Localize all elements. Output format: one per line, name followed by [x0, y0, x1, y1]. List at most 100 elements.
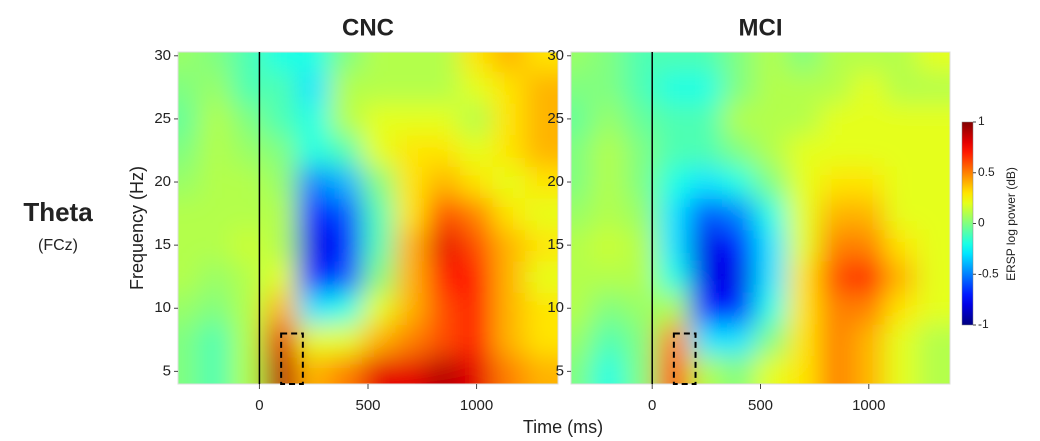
heatmap-cell [178, 291, 201, 325]
heatmap-cell [787, 71, 821, 104]
heatmap-cell [852, 355, 886, 384]
heatmap-cell [362, 355, 396, 384]
heatmap-cell [231, 52, 266, 73]
heatmap-cell [754, 71, 789, 104]
heatmap-cell [819, 134, 854, 167]
heatmap-cell [787, 291, 821, 325]
heatmap-cell [199, 134, 233, 167]
heatmap-cell [427, 134, 461, 167]
heatmap-cell [592, 102, 626, 136]
heatmap-cell [917, 134, 950, 167]
heatmap-cell [754, 165, 789, 199]
heatmap-cell [592, 134, 626, 167]
heatmap-cell [178, 197, 201, 230]
heatmap-cell [492, 134, 526, 167]
heatmap-cell [524, 52, 558, 73]
heatmap-cell [296, 260, 331, 293]
heatmap-cell [427, 165, 461, 199]
heatmap-cell [819, 165, 854, 199]
heatmap-cell [592, 323, 626, 357]
heatmap-cell [754, 197, 789, 230]
heatmap-cell [199, 71, 233, 104]
y-tick-label: 30 [547, 47, 564, 64]
heatmap-cell [427, 197, 461, 230]
heatmap-cell [852, 291, 886, 325]
heatmap-cell [492, 323, 526, 357]
heatmap-cell [884, 134, 919, 167]
heatmap-cell [362, 52, 396, 73]
heatmap-cell [459, 323, 494, 357]
heatmap-cell [394, 260, 429, 293]
heatmap-cell [459, 197, 494, 230]
heatmap-cell [689, 197, 724, 230]
heatmap-cell [689, 323, 724, 357]
heatmap-cell [689, 52, 724, 73]
heatmap-cell [199, 102, 233, 136]
heatmap-cell [362, 228, 396, 262]
heatmap-cell [722, 323, 756, 357]
heatmap-cell [199, 260, 233, 293]
heatmap-cell [852, 165, 886, 199]
heatmap-cell [264, 197, 298, 230]
heatmap-cell [592, 197, 626, 230]
heatmap-cell [657, 260, 691, 293]
heatmap-cell [199, 197, 233, 230]
y-tick-label: 10 [547, 299, 564, 316]
x-tick-label: 500 [748, 397, 773, 414]
heatmap-cell [524, 71, 558, 104]
heatmap-cell [819, 291, 854, 325]
x-tick-label: 1000 [852, 397, 885, 414]
x-tick-label: 1000 [460, 397, 493, 414]
heatmap-cell [787, 228, 821, 262]
heatmap-cell [689, 165, 724, 199]
heatmap-cell [329, 323, 364, 357]
heatmap-cell [296, 102, 331, 136]
heatmap-cell [722, 165, 756, 199]
heatmap-cell [884, 165, 919, 199]
heatmap-cell [427, 291, 461, 325]
heatmap-cell [524, 228, 558, 262]
heatmap-cell [296, 355, 331, 384]
heatmap-cell [722, 52, 756, 73]
heatmap-cell [689, 134, 724, 167]
heatmap-cell [657, 71, 691, 104]
heatmap-cell [571, 260, 594, 293]
heatmap-cell [884, 228, 919, 262]
x-tick-label: 0 [255, 397, 263, 414]
heatmap-cell [394, 52, 429, 73]
heatmap-cell [754, 260, 789, 293]
heatmap-cell [571, 165, 594, 199]
heatmap-cell [917, 52, 950, 73]
heatmap-cell [362, 134, 396, 167]
heatmap-cell [917, 355, 950, 384]
heatmap-cell [787, 52, 821, 73]
y-tick-label: 5 [556, 362, 564, 379]
heatmap-cell [329, 52, 364, 73]
heatmap-cell [571, 228, 594, 262]
heatmap-cell [394, 102, 429, 136]
heatmap-cell [689, 71, 724, 104]
heatmap-cell [592, 165, 626, 199]
heatmap-cell [917, 197, 950, 230]
heatmap-cell [524, 355, 558, 384]
heatmap-cell [362, 260, 396, 293]
heatmap-cell [524, 134, 558, 167]
heatmap-cell [329, 102, 364, 136]
heatmap-cell [917, 323, 950, 357]
heatmap-cell [722, 134, 756, 167]
heatmap-cell [657, 165, 691, 199]
heatmap-cell [492, 52, 526, 73]
heatmap-cell [296, 71, 331, 104]
heatmap-cell [884, 260, 919, 293]
heatmap-cell [624, 165, 659, 199]
heatmap-cell [362, 197, 396, 230]
heatmap-cell [722, 102, 756, 136]
heatmap-cell [819, 52, 854, 73]
heatmap-cell [624, 197, 659, 230]
heatmap-cell [571, 323, 594, 357]
x-tick-label: 500 [355, 397, 380, 414]
heatmap-cell [394, 228, 429, 262]
heatmap-cell [427, 102, 461, 136]
heatmap-cells [178, 52, 558, 384]
